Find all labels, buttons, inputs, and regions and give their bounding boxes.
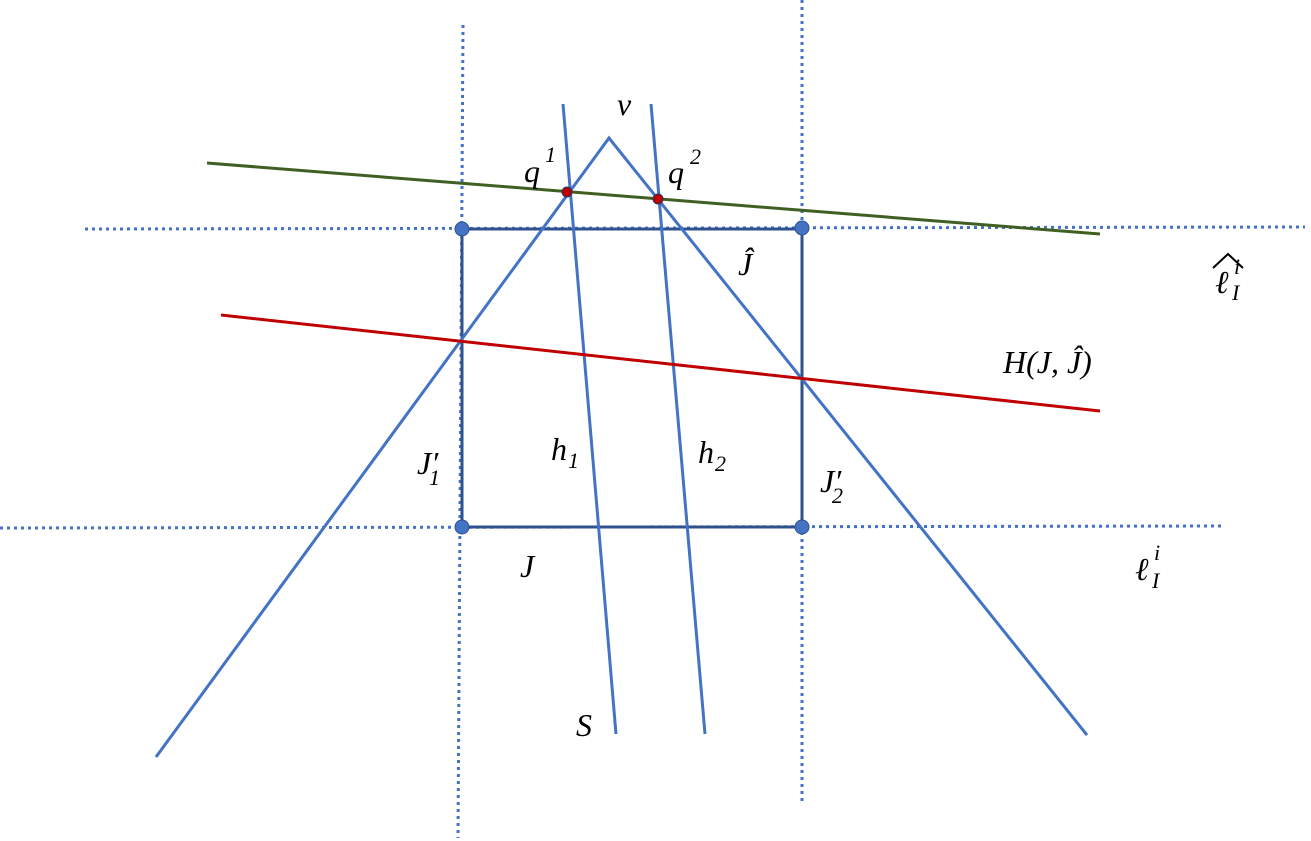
corner	[794, 220, 810, 236]
label-h1-sub: 1	[568, 448, 579, 473]
corner	[794, 519, 810, 535]
label-ell: ℓ	[1135, 551, 1149, 587]
label-h1: h	[551, 431, 567, 467]
corner-dots	[454, 220, 810, 535]
label-ell-hat: ℓ	[1215, 264, 1229, 300]
label-q2: q	[668, 154, 684, 190]
label-s: S	[576, 707, 592, 743]
label-j1-prime-sub: 1	[429, 465, 440, 490]
line-h1	[561, 103, 618, 735]
label-q2-sup: 2	[690, 144, 701, 169]
label-j2-prime-sub: 2	[832, 483, 843, 508]
line-h2	[649, 103, 707, 735]
label-ell-sub: I	[1151, 568, 1161, 593]
wide-hat	[1212, 252, 1244, 269]
corner	[454, 519, 470, 535]
label-h2: h	[698, 434, 714, 470]
label-j-hat: Ĵ	[738, 246, 755, 282]
label-j: J	[520, 548, 536, 584]
corner	[454, 221, 470, 237]
point-q1	[561, 186, 573, 198]
label-j2-prime: J′	[820, 463, 842, 499]
label-h-of-j: H(J, Ĵ)	[1002, 344, 1092, 380]
label-j1-prime: J′	[417, 445, 439, 481]
point-q2	[652, 193, 664, 205]
label-v: v	[617, 86, 632, 122]
red-line	[220, 313, 1101, 413]
label-h2-sub: 2	[715, 451, 726, 476]
label-q1-sup: 1	[545, 142, 556, 167]
label-ell-hat-sup: i	[1234, 254, 1240, 279]
wedge	[154, 135, 1089, 758]
label-ell-sup: i	[1154, 540, 1160, 565]
label-q1: q	[524, 153, 540, 189]
label-ell-hat-sub: I	[1231, 280, 1241, 305]
